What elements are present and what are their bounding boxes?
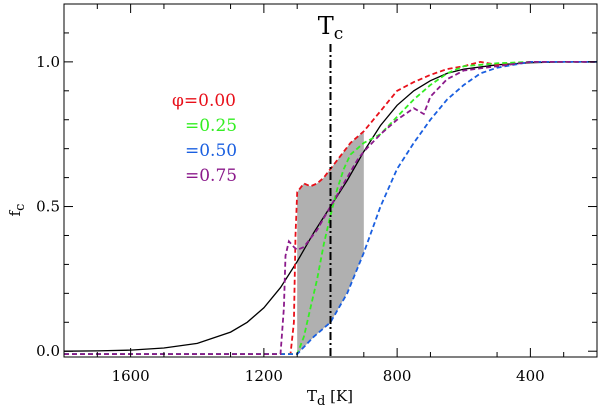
x-tick-label: 1600 (112, 367, 150, 385)
x-tick-label: 400 (516, 367, 545, 385)
y-tick-label: 0.5 (36, 198, 60, 216)
frame-layer (63, 3, 598, 358)
legend-entry-phi-0.25: =0.25 (185, 116, 237, 136)
series-layer (63, 60, 597, 356)
series-line-phi-0.25 (64, 61, 597, 356)
tc-annotation-sub: c (334, 24, 344, 44)
x-axis-label-main: T (307, 387, 317, 405)
x-axis-label: Td [K] (307, 387, 353, 409)
x-tick-label: 800 (383, 367, 412, 385)
series-line-model (63, 61, 597, 352)
legend-entry-phi-0.50: =0.50 (185, 141, 237, 161)
x-axis-label-sub: d (317, 394, 325, 409)
legend: φ=0.00 =0.25 =0.50 =0.75 (172, 91, 237, 186)
series-line-phi-0.75 (64, 61, 597, 356)
tick-layer: 1600 1200 800 400 0.0 0.5 1.0 (36, 4, 597, 385)
tc-annotation-label: Tc (318, 12, 344, 44)
y-axis-label-sub: c (13, 204, 28, 211)
y-tick-label: 0.0 (36, 342, 60, 360)
tc-annotation-main: T (318, 12, 334, 40)
y-tick-label: 1.0 (36, 53, 60, 71)
x-axis-label-unit: [K] (325, 387, 353, 405)
y-axis-label: fc (6, 204, 28, 217)
x-tick-label: 1200 (245, 367, 283, 385)
y-axis-label-main: f (6, 209, 24, 216)
legend-entry-phi-0.75: =0.75 (185, 166, 237, 186)
legend-entry-phi-0.00: φ=0.00 (172, 91, 236, 111)
plot-frame (63, 3, 598, 358)
